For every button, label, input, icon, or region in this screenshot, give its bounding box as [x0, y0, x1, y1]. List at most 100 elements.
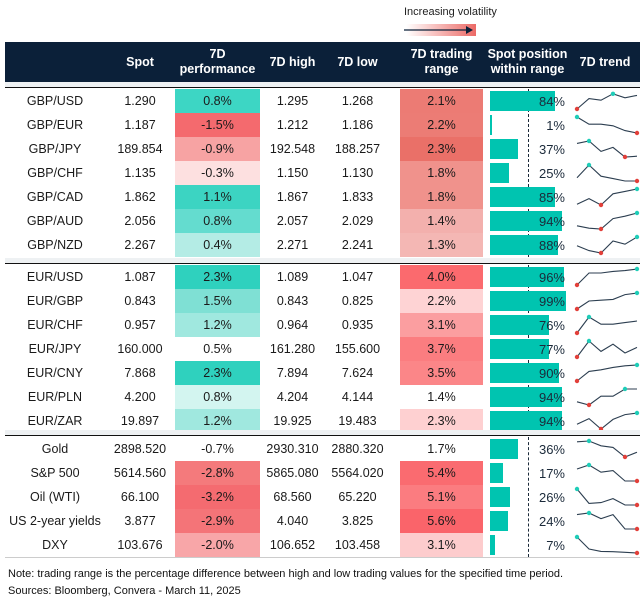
volatility-arrow-icon	[404, 24, 476, 36]
high-value: 161.280	[269, 342, 316, 356]
trend-line	[576, 488, 637, 506]
range-cell: 1.3%	[400, 233, 483, 257]
low-value: 2.029	[341, 214, 374, 228]
trend-high-marker	[634, 290, 640, 296]
spot-value: 66.100	[120, 490, 160, 504]
group-separator	[5, 258, 640, 264]
spot-value: 1.187	[124, 118, 156, 132]
low-value: 3.825	[341, 514, 374, 528]
trend-sparkline	[574, 338, 638, 360]
trend-line	[576, 116, 638, 134]
trend-low-marker	[634, 178, 640, 184]
footnote: Note: trading range is the percentage di…	[8, 568, 564, 580]
midpoint-line	[528, 89, 529, 257]
range-cell: 2.2%	[400, 113, 483, 137]
trend-low-marker	[598, 250, 604, 256]
position-bar	[490, 211, 563, 231]
instrument-name: EUR/CNY	[26, 366, 84, 380]
high-value: 2.271	[276, 238, 309, 252]
trend-sparkline	[574, 91, 638, 112]
trend-line	[576, 440, 638, 458]
spot-value: 4.200	[124, 390, 156, 404]
position-bar	[490, 163, 510, 183]
spot-value: 7.868	[124, 366, 156, 380]
range-cell: 5.1%	[400, 485, 483, 509]
trend-sparkline	[574, 266, 640, 288]
table-row: EUR/JPY 160.000 0.5% 161.280 155.600 3.7…	[5, 337, 640, 361]
position-percent: 84%	[538, 93, 565, 109]
midpoint-line	[528, 437, 529, 557]
trend-high-marker	[586, 138, 592, 144]
low-value: 0.935	[341, 318, 374, 332]
high-value: 1.150	[276, 166, 309, 180]
instrument-name: GBP/JPY	[28, 142, 82, 156]
trend-high-marker	[634, 410, 640, 416]
low-value: 0.825	[341, 294, 374, 308]
group-separator	[5, 82, 640, 88]
low-value: 4.144	[341, 390, 374, 404]
range-cell: 5.6%	[400, 509, 483, 533]
trend-line	[576, 93, 638, 110]
trend-high-marker	[574, 534, 580, 540]
header-range: 7D trading range	[410, 47, 473, 76]
trend-line	[576, 388, 637, 406]
trend-line	[576, 464, 637, 482]
table-row: GBP/CAD 1.862 1.1% 1.867 1.833 1.8% 85%	[5, 185, 640, 209]
low-value: 155.600	[334, 342, 381, 356]
trend-sparkline	[576, 386, 637, 408]
trend-low-marker	[574, 282, 580, 288]
trend-low-marker	[634, 130, 640, 136]
position-bar	[490, 291, 567, 311]
instrument-name: GBP/NZD	[27, 238, 83, 252]
trend-sparkline	[576, 462, 640, 484]
high-value: 1.295	[276, 94, 309, 108]
low-value: 19.483	[338, 414, 377, 428]
high-value: 4.040	[276, 514, 309, 528]
trend-sparkline	[576, 210, 640, 232]
position-percent: 36%	[538, 441, 565, 457]
trend-low-marker	[598, 226, 604, 232]
performance-cell: 0.4%	[175, 233, 260, 257]
instrument-name: GBP/AUD	[26, 214, 84, 228]
high-value: 0.964	[276, 318, 309, 332]
low-value: 7.624	[341, 366, 374, 380]
range-cell: 2.3%	[400, 409, 483, 433]
range-cell: 3.5%	[400, 361, 483, 385]
high-value: 106.652	[269, 538, 316, 552]
performance-cell: 1.2%	[175, 409, 260, 433]
trend-high-marker	[586, 162, 592, 168]
low-value: 2.241	[341, 238, 374, 252]
performance-cell: 0.8%	[175, 209, 260, 233]
header-performance: 7D performance	[179, 47, 256, 76]
spot-value: 0.843	[124, 294, 156, 308]
trend-line	[576, 316, 638, 334]
trend-line	[576, 364, 638, 382]
instrument-name: GBP/USD	[26, 94, 84, 108]
spot-value: 1.862	[124, 190, 156, 204]
header-trend: 7D trend	[579, 54, 631, 69]
trend-sparkline	[576, 162, 640, 184]
performance-cell: 1.1%	[175, 185, 260, 209]
table-row: GBP/NZD 2.267 0.4% 2.271 2.241 1.3% 88%	[5, 233, 640, 257]
table-row: Gold 2898.520 -0.7% 2930.310 2880.320 1.…	[5, 437, 640, 461]
trend-high-marker	[622, 386, 628, 392]
position-percent: 7%	[546, 537, 565, 553]
position-bar	[490, 411, 563, 431]
position-bar	[490, 387, 563, 407]
position-bar	[490, 187, 556, 207]
low-value: 1.833	[341, 190, 374, 204]
low-value: 103.458	[334, 538, 381, 552]
low-value: 188.257	[334, 142, 381, 156]
position-percent: 88%	[538, 237, 565, 253]
low-value: 65.220	[338, 490, 377, 504]
trend-high-marker	[586, 314, 592, 320]
range-cell: 2.3%	[400, 137, 483, 161]
spot-value: 2.056	[124, 214, 156, 228]
table-row: EUR/USD 1.087 2.3% 1.089 1.047 4.0% 96%	[5, 265, 640, 289]
table-row: DXY 103.676 -2.0% 106.652 103.458 3.1% 7…	[5, 533, 640, 557]
table-row: S&P 500 5614.560 -2.8% 5865.080 5564.020…	[5, 461, 640, 485]
trend-line	[576, 536, 638, 554]
trend-sparkline	[576, 186, 640, 208]
range-cell: 1.4%	[400, 209, 483, 233]
instrument-name: S&P 500	[30, 466, 80, 480]
